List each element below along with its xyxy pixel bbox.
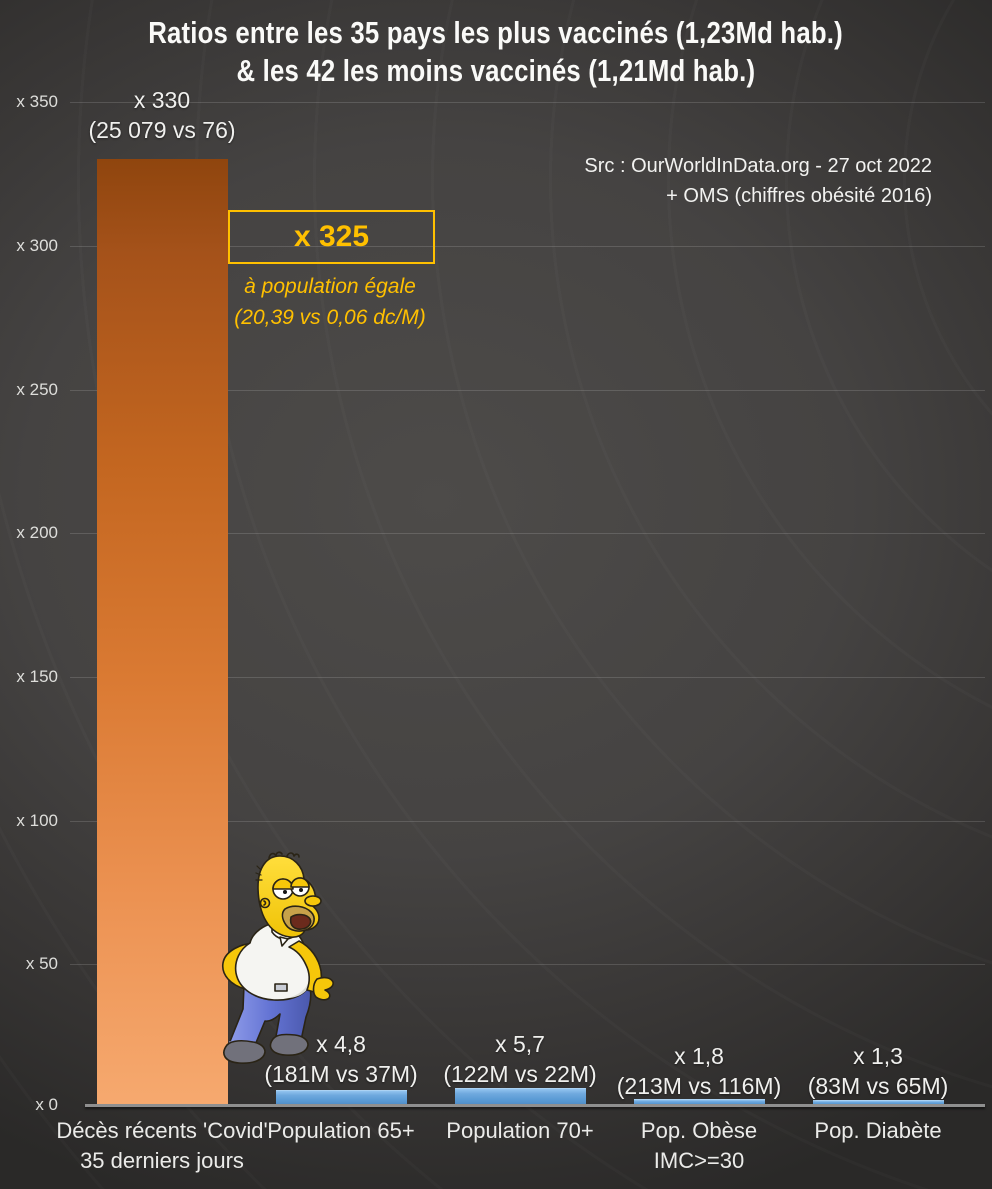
gridline-300: [70, 246, 985, 247]
bar-population-70: [455, 1087, 586, 1105]
category-obese-line1: Pop. Obèse: [640, 1118, 758, 1143]
source-line2: + OMS (chiffres obésité 2016): [666, 185, 932, 207]
bar-value-pop65-ratio: x 4,8: [316, 1031, 366, 1057]
ytick-100: x 100: [16, 811, 58, 830]
bar-value-pop65-detail: (181M vs 37M): [264, 1061, 418, 1087]
ytick-200: x 200: [16, 523, 58, 542]
annotation-note: à population égale (20,39 vs 0,06 dc/M): [205, 271, 455, 333]
bar-value-pop70-ratio: x 5,7: [495, 1031, 545, 1057]
gridline-50: [70, 964, 985, 965]
bar-value-obese-ratio: x 1,8: [674, 1043, 724, 1069]
bar-value-diabetes-detail: (83M vs 65M): [807, 1073, 949, 1099]
gridline-150: [70, 677, 985, 678]
ytick-350: x 350: [16, 92, 58, 111]
bar-value-diabetes: x 1,3 (83M vs 65M): [748, 1041, 992, 1101]
category-covid-line2: 35 derniers jours: [80, 1148, 244, 1173]
gridline-200: [70, 533, 985, 534]
ytick-0: x 0: [35, 1095, 58, 1114]
bar-value-obese-detail: (213M vs 116M): [616, 1073, 782, 1099]
annotation-note-line1: à population égale: [244, 275, 416, 298]
ytick-300: x 300: [16, 236, 58, 255]
chart-title-line2: & les 42 les moins vaccinés (1,21Md hab.…: [236, 53, 756, 88]
category-obese-line2: IMC>=30: [653, 1148, 745, 1173]
ytick-50: x 50: [25, 954, 58, 973]
x-axis-line: [85, 1104, 985, 1107]
bar-covid-deaths: [97, 158, 228, 1105]
bar-value-pop70: x 5,7 (122M vs 22M): [390, 1029, 650, 1089]
bar-diabetes: [813, 1100, 944, 1105]
bar-obese: [634, 1098, 765, 1105]
bar-value-pop65: x 4,8 (181M vs 37M): [211, 1029, 471, 1089]
ytick-150: x 150: [16, 667, 58, 686]
annotation-box-x325: x 325: [228, 210, 435, 264]
category-diabetes: Pop. Diabète: [748, 1116, 992, 1146]
source-note: Src : OurWorldInData.org - 27 oct 2022 +…: [584, 151, 932, 211]
gridline-100: [70, 821, 985, 822]
bar-value-pop70-detail: (122M vs 22M): [443, 1061, 597, 1087]
category-pop65-line1: Population 65+: [267, 1118, 415, 1143]
annotation-value: x 325: [293, 220, 370, 253]
ytick-250: x 250: [16, 380, 58, 399]
gridline-350: [70, 102, 985, 103]
bar-population-65: [276, 1090, 407, 1105]
category-covid-line1: Décès récents 'Covid': [56, 1118, 268, 1143]
annotation-note-line2: (20,39 vs 0,06 dc/M): [234, 306, 426, 329]
category-population-65: Population 65+: [211, 1116, 471, 1146]
bar-value-covid-detail: (25 079 vs 76): [88, 117, 236, 143]
category-covid-deaths: Décès récents 'Covid' 35 derniers jours: [32, 1116, 292, 1176]
chart-title-line1: Ratios entre les 35 pays les plus vaccin…: [148, 15, 844, 50]
bar-value-covid-ratio: x 330: [133, 87, 191, 113]
category-pop70-line1: Population 70+: [446, 1118, 594, 1143]
category-diabetes-line1: Pop. Diabète: [814, 1118, 942, 1143]
bar-value-covid: x 330 (25 079 vs 76): [32, 85, 292, 145]
category-obese: Pop. Obèse IMC>=30: [569, 1116, 829, 1176]
category-population-70: Population 70+: [390, 1116, 650, 1146]
source-line1: Src : OurWorldInData.org - 27 oct 2022: [584, 155, 932, 177]
chart-title: Ratios entre les 35 pays les plus vaccin…: [0, 14, 992, 90]
homer-simpson-illustration: [221, 851, 334, 1064]
bar-value-diabetes-ratio: x 1,3: [853, 1043, 903, 1069]
gridline-250: [70, 390, 985, 391]
bar-value-obese: x 1,8 (213M vs 116M): [569, 1041, 829, 1101]
